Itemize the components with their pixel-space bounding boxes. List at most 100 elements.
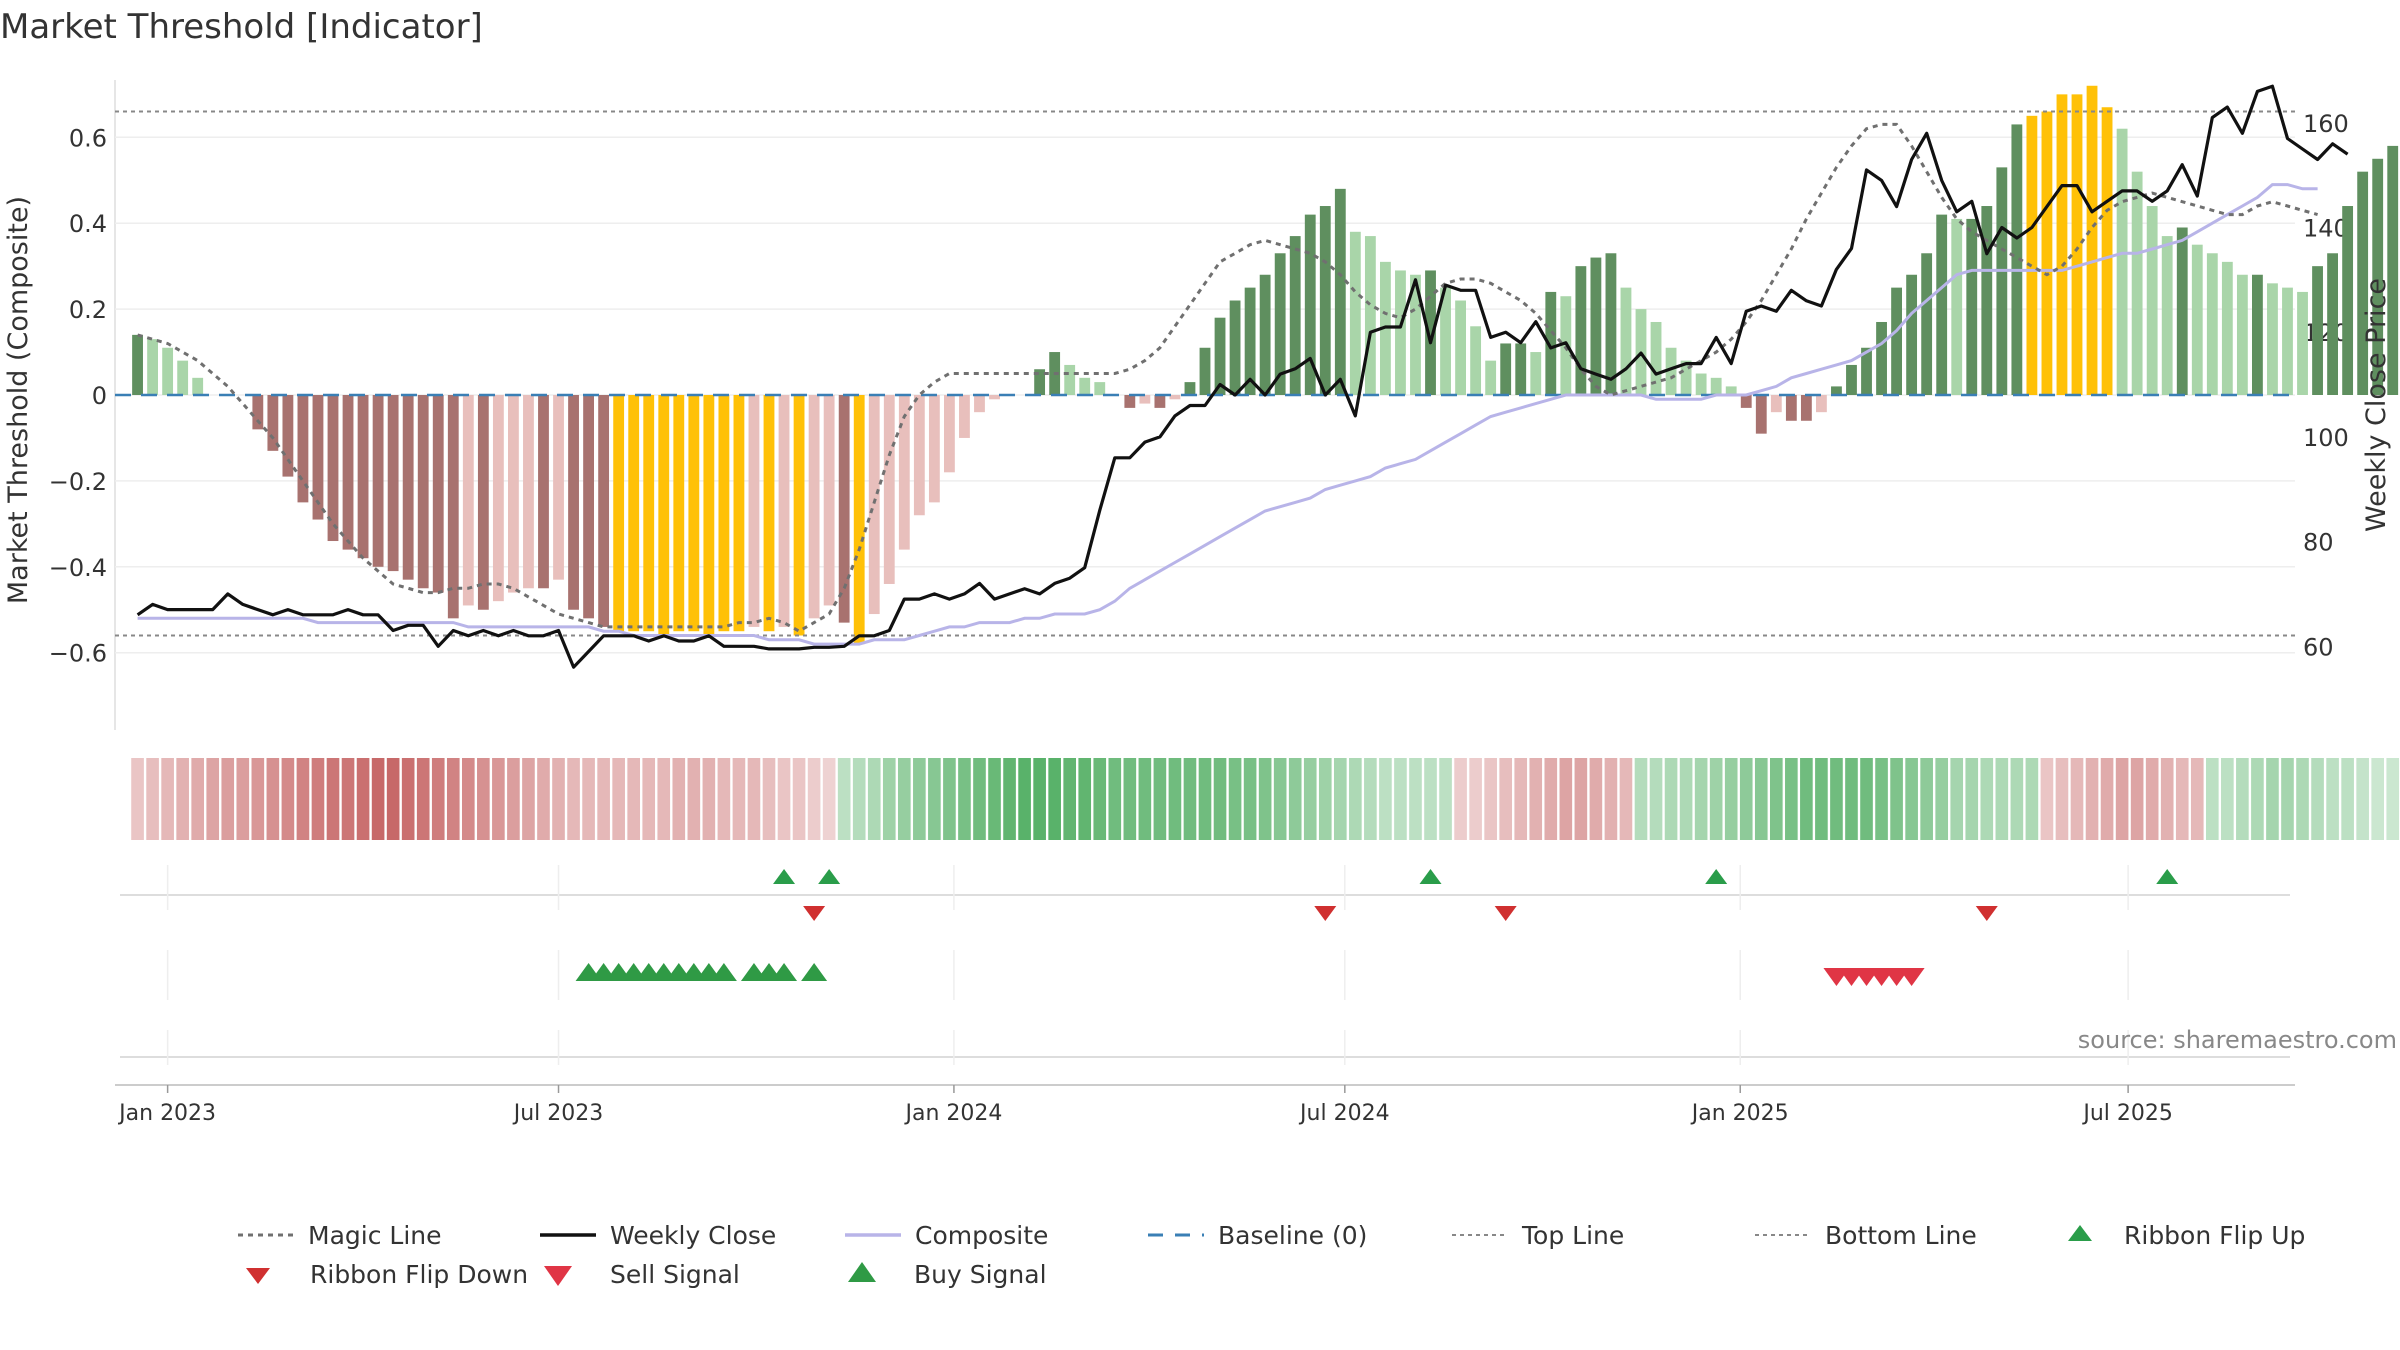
- composite-bar: [928, 395, 940, 503]
- composite-bar: [1800, 395, 1812, 421]
- composite-bar: [1154, 395, 1166, 408]
- composite-bar: [372, 395, 384, 567]
- composite-bar: [1861, 347, 1872, 395]
- ribbon-flip-up-marker: [1419, 869, 1442, 884]
- composite-bar: [1515, 343, 1527, 395]
- x-tick-label: Jan 2025: [1690, 1101, 1789, 1126]
- ribbon-cell: [1454, 758, 1467, 840]
- y-tick-label-left: 0.6: [69, 124, 107, 152]
- composite-bar: [763, 395, 775, 632]
- ribbon-cell: [2055, 758, 2069, 840]
- composite-bar: [853, 395, 865, 645]
- composite-bar: [297, 395, 309, 503]
- composite-bar: [387, 395, 399, 572]
- ribbon-cell: [236, 758, 250, 840]
- composite-bar: [673, 395, 685, 632]
- composite-bar: [1289, 236, 1301, 395]
- composite-bar: [2101, 107, 2113, 395]
- composite-bar: [1710, 377, 1722, 395]
- ribbon-cell: [2266, 758, 2279, 840]
- composite-bar: [2327, 253, 2338, 395]
- composite-bar: [2176, 227, 2188, 395]
- composite-bar: [1650, 321, 1662, 395]
- ribbon-cell: [176, 758, 189, 840]
- ribbon-cell: [1424, 758, 1437, 840]
- composite-bar: [1620, 287, 1632, 395]
- composite-bar: [1725, 386, 1737, 395]
- ribbon-cell: [1093, 758, 1107, 840]
- ribbon-cell: [2341, 758, 2354, 840]
- x-tick-label: Jul 2023: [512, 1101, 604, 1126]
- legend-label: Weekly Close: [610, 1221, 776, 1250]
- y-axis-label-left: Market Threshold (Composite): [3, 196, 34, 604]
- ribbon-cell: [2205, 758, 2219, 840]
- ribbon-cell: [867, 758, 881, 840]
- composite-bar: [2146, 206, 2158, 395]
- composite-bar: [2387, 145, 2399, 395]
- legend-item-baseline: Baseline (0): [1148, 1221, 1367, 1250]
- legend-swatch: [246, 1268, 270, 1284]
- ribbon-cell: [612, 758, 625, 840]
- composite-bar: [417, 395, 429, 589]
- composite-bar: [793, 395, 805, 636]
- y-tick-label-right: 80: [2303, 529, 2334, 557]
- ribbon-cell: [2236, 758, 2249, 840]
- composite-bar: [1530, 352, 1542, 395]
- composite-bar: [177, 360, 189, 395]
- ribbon-cell: [1078, 758, 1092, 840]
- composite-bar: [327, 395, 339, 542]
- ribbon-cell: [747, 758, 761, 840]
- ribbon-cell: [1484, 758, 1497, 840]
- ribbon-cell: [1664, 758, 1678, 840]
- sell-signal-marker: [1898, 968, 1925, 986]
- ribbon-cell: [191, 758, 205, 840]
- composite-bar: [1981, 206, 1993, 395]
- chart-title: Market Threshold [Indicator]: [0, 7, 483, 47]
- legend-item-sell: Sell Signal: [544, 1260, 740, 1289]
- composite-bar: [1966, 218, 1978, 395]
- composite-bar: [1740, 395, 1752, 408]
- legend-swatch: [848, 1262, 876, 1282]
- composite-bar: [1124, 395, 1136, 408]
- y-tick-label-left: 0: [92, 382, 107, 410]
- ribbon-flip-down-marker: [803, 906, 826, 921]
- legend-item-flipup: Ribbon Flip Up: [2068, 1221, 2305, 1250]
- ribbon-cell: [2130, 758, 2144, 840]
- composite-bar: [2011, 124, 2023, 395]
- ribbon-flip-down-marker: [1494, 906, 1517, 921]
- ribbon-cell: [2085, 758, 2099, 840]
- ribbon-cell: [988, 758, 1001, 840]
- composite-bar: [1785, 395, 1797, 421]
- ribbon-cell: [1875, 758, 1888, 840]
- composite-bar: [688, 395, 700, 632]
- ribbon-cell: [1033, 758, 1046, 840]
- ribbon-cell: [1739, 758, 1753, 840]
- ribbon-cell: [1394, 758, 1407, 840]
- ribbon-cell: [1890, 758, 1903, 840]
- composite-bar: [2071, 94, 2083, 395]
- legend-item-bottom: Bottom Line: [1755, 1221, 1977, 1250]
- ribbon-cell: [1694, 758, 1708, 840]
- ribbon-cell: [1634, 758, 1648, 840]
- composite-bar: [2282, 287, 2293, 395]
- composite-bar: [778, 395, 790, 627]
- composite-bar: [282, 395, 294, 477]
- composite-bar: [1349, 231, 1361, 395]
- composite-bar: [1184, 382, 1196, 395]
- composite-bar: [2267, 283, 2278, 395]
- ribbon-cell: [837, 758, 851, 840]
- magic-line: [137, 122, 2319, 633]
- composite-bar: [913, 395, 925, 516]
- composite-bar: [823, 395, 835, 606]
- composite-bar: [1770, 395, 1782, 413]
- ribbon-cell: [1108, 758, 1122, 840]
- ribbon-cell: [401, 758, 415, 840]
- ribbon-cell: [1213, 758, 1227, 840]
- composite-bar: [1680, 360, 1692, 395]
- ribbon-cell: [446, 758, 460, 840]
- ribbon-cell: [416, 758, 430, 840]
- legend-item-top: Top Line: [1452, 1221, 1624, 1250]
- ribbon-cell: [1905, 758, 1918, 840]
- ribbon-cell: [882, 758, 896, 840]
